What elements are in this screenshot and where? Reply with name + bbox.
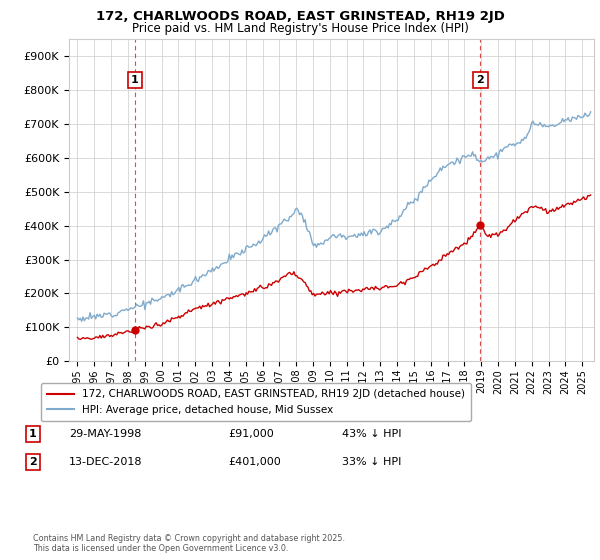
Text: 13-DEC-2018: 13-DEC-2018	[69, 457, 143, 467]
Text: 43% ↓ HPI: 43% ↓ HPI	[342, 429, 401, 439]
Text: £401,000: £401,000	[228, 457, 281, 467]
Text: 33% ↓ HPI: 33% ↓ HPI	[342, 457, 401, 467]
Text: 29-MAY-1998: 29-MAY-1998	[69, 429, 142, 439]
Text: Price paid vs. HM Land Registry's House Price Index (HPI): Price paid vs. HM Land Registry's House …	[131, 22, 469, 35]
Text: 2: 2	[476, 75, 484, 85]
Text: Contains HM Land Registry data © Crown copyright and database right 2025.
This d: Contains HM Land Registry data © Crown c…	[33, 534, 345, 553]
Text: £91,000: £91,000	[228, 429, 274, 439]
Text: 1: 1	[29, 429, 37, 439]
Text: 172, CHARLWOODS ROAD, EAST GRINSTEAD, RH19 2JD: 172, CHARLWOODS ROAD, EAST GRINSTEAD, RH…	[95, 10, 505, 23]
Legend: 172, CHARLWOODS ROAD, EAST GRINSTEAD, RH19 2JD (detached house), HPI: Average pr: 172, CHARLWOODS ROAD, EAST GRINSTEAD, RH…	[41, 383, 471, 421]
Text: 2: 2	[29, 457, 37, 467]
Text: 1: 1	[131, 75, 139, 85]
